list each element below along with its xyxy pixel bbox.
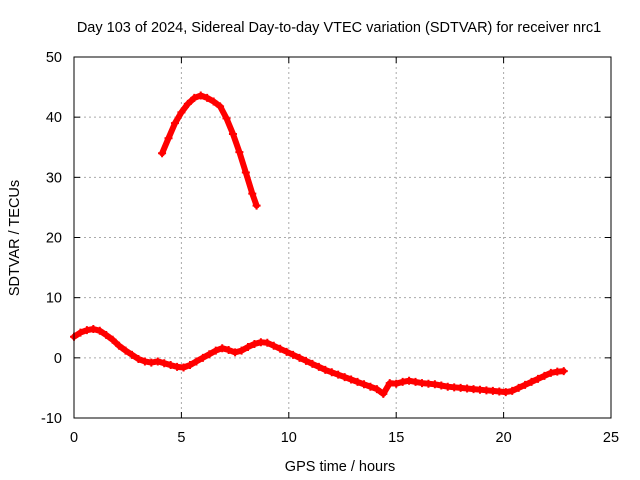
data-point	[237, 346, 246, 355]
data-point	[235, 148, 244, 157]
data-point	[127, 350, 136, 359]
data-point	[250, 339, 259, 348]
x-axis-label: GPS time / hours	[285, 459, 395, 475]
data-point	[241, 168, 250, 177]
data-point	[248, 189, 257, 198]
y-tick-label: 20	[46, 231, 62, 247]
data-point	[379, 389, 388, 398]
data-point	[190, 93, 199, 102]
data-point	[166, 361, 175, 370]
data-point	[372, 385, 381, 394]
data-point	[95, 326, 104, 335]
data-point	[158, 149, 167, 158]
data-point	[205, 350, 214, 359]
data-point	[398, 377, 407, 386]
data-point	[153, 357, 162, 366]
data-point	[501, 388, 510, 397]
data-point	[115, 341, 124, 350]
data-point	[218, 344, 227, 353]
y-tick-label: 0	[54, 351, 62, 367]
data-point	[314, 362, 323, 371]
data-point	[203, 93, 212, 102]
data-point	[282, 347, 291, 356]
data-point	[243, 343, 252, 352]
data-point	[216, 102, 225, 111]
data-point	[209, 97, 218, 106]
x-tick-label: 15	[388, 430, 404, 446]
data-point	[222, 114, 231, 123]
data-point	[347, 375, 356, 384]
y-axis-label: SDTVAR / TECUs	[7, 180, 23, 296]
x-tick-label: 20	[496, 430, 512, 446]
data-point	[170, 119, 179, 128]
data-point	[147, 358, 156, 367]
data-point	[211, 346, 220, 355]
data-point	[540, 371, 549, 380]
data-point	[301, 356, 310, 365]
data-point	[269, 341, 278, 350]
data-point	[359, 380, 368, 389]
data-point	[546, 368, 555, 377]
data-point	[192, 357, 201, 366]
data-point	[198, 353, 207, 362]
data-point	[321, 365, 330, 374]
data-point	[108, 335, 117, 344]
y-tick-label: 40	[46, 110, 62, 126]
data-point	[140, 357, 149, 366]
data-point	[134, 355, 143, 364]
data-point	[196, 91, 205, 100]
y-tick-label: 50	[46, 50, 62, 66]
data-point	[353, 377, 362, 386]
data-point	[430, 380, 439, 389]
data-point	[411, 377, 420, 386]
data-point	[533, 374, 542, 383]
x-tick-label: 0	[70, 430, 78, 446]
data-point	[559, 367, 568, 376]
data-point	[121, 346, 130, 355]
data-point	[308, 359, 317, 368]
y-tick-label: 30	[46, 170, 62, 186]
data-point	[508, 386, 517, 395]
y-tick-label: -10	[41, 411, 62, 427]
data-point	[82, 326, 91, 335]
x-tick-label: 10	[281, 430, 297, 446]
data-point	[289, 350, 298, 359]
data-point	[76, 328, 85, 337]
data-point	[102, 330, 111, 339]
data-point	[263, 338, 272, 347]
data-point	[276, 344, 285, 353]
data-point	[177, 108, 186, 117]
data-point	[183, 99, 192, 108]
data-point	[405, 376, 414, 385]
data-point	[437, 381, 446, 390]
grid	[74, 57, 611, 418]
data-point	[521, 380, 530, 389]
data-point	[334, 370, 343, 379]
x-tick-label: 25	[603, 430, 619, 446]
data-point	[89, 324, 98, 333]
data-point	[527, 377, 536, 386]
data-series	[70, 91, 568, 398]
data-point	[252, 201, 261, 210]
data-point	[340, 373, 349, 382]
data-point	[179, 363, 188, 372]
data-point	[164, 134, 173, 143]
data-point	[228, 130, 237, 139]
data-point	[231, 348, 240, 357]
data-point	[392, 379, 401, 388]
chart-title: Day 103 of 2024, Sidereal Day-to-day VTE…	[77, 20, 601, 36]
data-point	[160, 359, 169, 368]
series-line-arc-trace	[159, 92, 260, 209]
x-tick-label: 5	[177, 430, 185, 446]
data-point	[366, 382, 375, 391]
data-point	[327, 368, 336, 377]
data-point	[224, 346, 233, 355]
axis-ticks: 0 5 10 15 20 25 -10 0 10 20 30 40 50	[41, 50, 619, 446]
y-tick-label: 10	[46, 291, 62, 307]
data-point	[295, 353, 304, 362]
data-point	[514, 383, 523, 392]
data-point	[185, 361, 194, 370]
